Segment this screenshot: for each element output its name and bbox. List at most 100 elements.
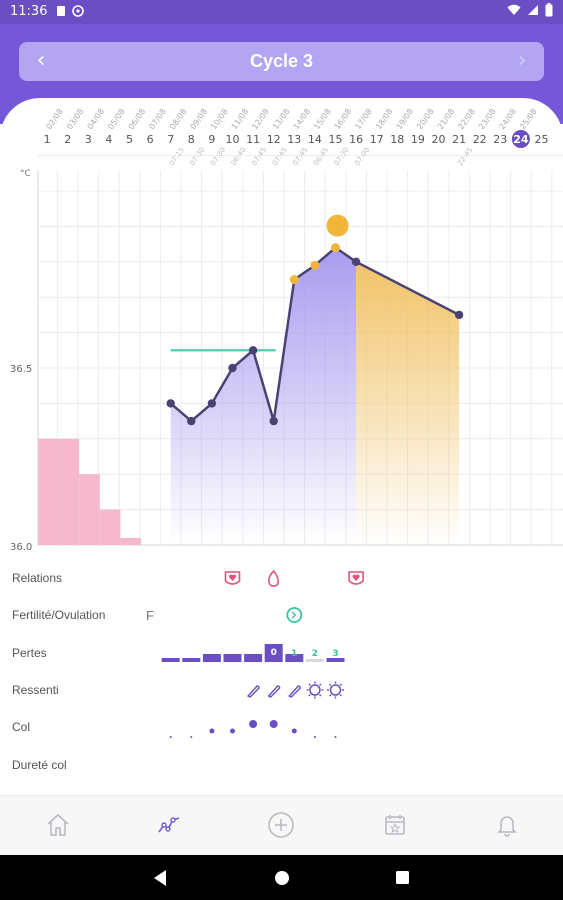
feeling-sun-ray [328,694,332,697]
feeling-sun-ray [339,683,343,686]
date-label: 17/08 [353,107,374,131]
android-navigation-bar [0,855,563,900]
temperature-point[interactable] [207,399,217,408]
date-label: 20/08 [415,107,436,131]
cervix-dot[interactable] [249,720,258,728]
temperature-point[interactable] [310,260,320,270]
period-bar [79,474,100,545]
feeling-sun-ray [319,694,322,697]
temperature-point[interactable] [454,310,464,320]
perte-bar[interactable] [161,658,180,662]
day-number: 18 [390,133,404,146]
date-label: 11/08 [230,107,251,131]
temperature-point[interactable] [187,416,196,426]
feeling-icon[interactable] [246,685,260,698]
temperature-point[interactable] [351,257,361,266]
cervix-dot[interactable] [291,728,297,734]
temperature-point[interactable] [166,399,175,408]
date-label: 03/08 [65,107,86,131]
bell-icon[interactable] [492,810,522,840]
date-label: 14/08 [292,107,313,131]
calendar-icon[interactable] [380,810,410,840]
cervix-dot[interactable] [169,736,172,738]
temperature-point[interactable] [269,416,278,426]
date-label: 21/08 [436,107,457,131]
temperature-point[interactable] [248,346,258,355]
date-label: 09/08 [189,107,210,131]
cervix-dot[interactable] [190,736,193,738]
perte-bar[interactable] [285,654,304,662]
relation-heart-icon[interactable] [348,571,364,585]
date-label: 24/08 [498,107,519,131]
cervix-dot[interactable] [209,728,215,734]
day-number: 10 [226,133,240,146]
selected-day-circle [511,130,530,148]
date-label: 16/08 [333,107,354,131]
day-number: 15 [329,133,343,146]
period-bar [58,438,80,545]
perte-bar[interactable] [264,644,283,662]
relation-heart-icon[interactable] [224,571,241,585]
cervix-dot[interactable] [230,728,235,734]
day-number: 6 [147,133,154,146]
feeling-sun-ray [339,694,343,697]
date-label: 05/08 [106,107,127,131]
date-label: 15/08 [312,107,333,131]
feeling-sun-ray [308,683,311,686]
status-bar: 11:36 [0,0,563,24]
home-circle-icon[interactable] [274,870,290,886]
wifi-icon [507,4,521,15]
date-label: 25/08 [518,107,539,131]
temperature-chart[interactable]: °C 36.5 36.0 02/08 03/08 04/08 05/08 06/08 07/08… [0,100,563,790]
date-label: 02/08 [44,107,65,131]
recents-icon[interactable] [395,870,410,885]
add-icon[interactable] [266,810,296,840]
period-bar [38,438,59,545]
date-label: 19/08 [395,107,416,131]
chart-icon[interactable] [154,810,184,840]
day-number: 14 [308,133,322,146]
perte-badge: 2 [312,649,318,659]
perte-bar[interactable] [244,654,263,662]
time-label: 06:45 [312,146,330,167]
day-number: 1 [44,133,51,146]
feeling-icon[interactable] [267,685,281,698]
date-label: 06/08 [127,107,148,131]
feeling-sun-ray [319,683,322,686]
row-label-pertes: Pertes [12,646,47,660]
temperature-point[interactable] [228,363,237,373]
back-icon[interactable] [152,869,168,887]
perte-bar[interactable] [182,658,201,662]
home-icon[interactable] [43,810,73,840]
cycle-title: Cycle 3 [249,51,314,71]
perte-bar[interactable] [326,658,345,662]
y-tick-label: 36.0 [10,542,32,553]
date-label: 23/08 [477,107,498,131]
cervix-dot[interactable] [269,720,278,728]
temperature-point[interactable] [331,243,340,253]
date-label: 22/08 [456,107,477,131]
cervix-dot[interactable] [334,736,337,738]
next-cycle-button[interactable]: › [517,48,527,73]
previous-cycle-button[interactable]: ‹ [36,48,46,73]
day-number: 9 [208,133,215,146]
perte-bar[interactable] [223,654,242,662]
row-label-fertility: Fertilité/Ovulation [12,608,106,622]
ovulation-icon[interactable] [286,607,303,623]
feeling-sun-icon[interactable] [329,684,342,696]
perte-bar[interactable] [202,654,221,662]
temperature-point[interactable] [289,275,299,284]
ovulation-icon-mark [291,611,297,619]
feeling-icon[interactable] [288,685,302,698]
cervix-dot[interactable] [313,736,316,738]
relation-flame-icon[interactable] [268,569,279,587]
day-number: 8 [188,133,195,146]
time-label: 07:30 [188,146,206,167]
feeling-sun-icon[interactable] [309,684,321,696]
perte-bar[interactable] [305,659,324,662]
y-tick-label: 36.5 [10,364,32,375]
row-label-col: Col [12,720,31,734]
day-number: 2 [64,133,71,146]
day-number: 12 [267,133,281,146]
row-label-ressenti: Ressenti [12,683,59,697]
